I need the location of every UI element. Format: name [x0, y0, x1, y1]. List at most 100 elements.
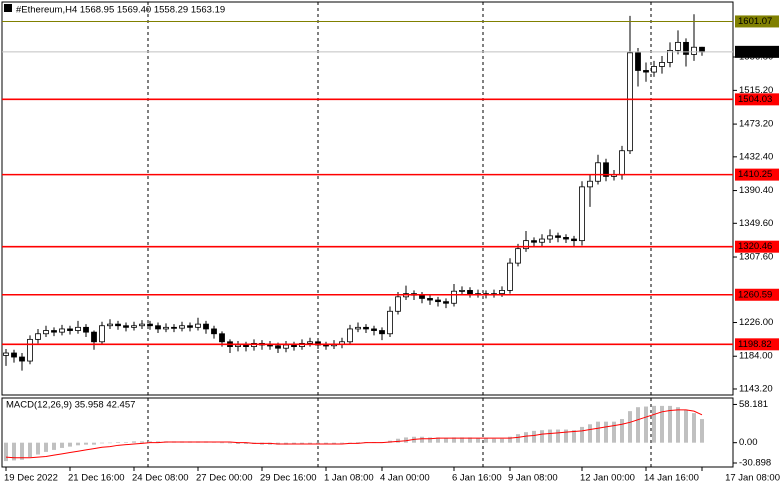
candle-body	[43, 330, 49, 335]
macd-bar	[316, 442, 320, 444]
macd-bar	[668, 405, 672, 443]
macd-bar	[596, 421, 600, 443]
symbol-icon	[4, 4, 12, 12]
candle-body	[243, 344, 249, 347]
candle-body	[107, 323, 113, 327]
x-tick-label: 12 Jan 00:00	[580, 473, 635, 484]
macd-bar	[484, 438, 488, 443]
candle-body	[675, 41, 681, 51]
candle-body	[11, 352, 17, 358]
candle-body	[691, 46, 697, 55]
candle-body	[619, 150, 625, 176]
y-tick-label: 1349.60	[739, 218, 773, 229]
macd-bar	[684, 409, 688, 443]
macd-bar	[540, 430, 544, 443]
y-tick-label: 1390.40	[739, 185, 773, 196]
candle-body	[699, 46, 705, 53]
x-tick-label: 19 Dec 2022	[4, 473, 58, 484]
candle-body	[603, 162, 609, 177]
macd-bar	[700, 419, 704, 443]
macd-bar	[244, 442, 248, 444]
candle-body	[539, 238, 545, 243]
y-tick-label: 1307.60	[739, 252, 773, 263]
macd-bar	[100, 442, 104, 444]
candle-body	[547, 235, 553, 240]
x-tick-label: 6 Jan 16:00	[452, 473, 502, 484]
y-tick-label: 0.00	[739, 437, 758, 448]
macd-bar	[108, 442, 112, 444]
level-label: 1410.25	[738, 169, 772, 180]
candle-body	[219, 333, 225, 343]
x-tick-label: 17 Jan 08:00	[725, 473, 780, 484]
candle-body	[451, 290, 457, 304]
candle-body	[443, 301, 449, 304]
level-label: 1504.03	[738, 94, 772, 105]
x-tick-label: 14 Jan 16:00	[644, 473, 699, 484]
macd-bar	[588, 424, 592, 443]
x-tick-label: 9 Jan 08:00	[508, 473, 558, 484]
macd-bar	[620, 419, 624, 443]
candle-body	[571, 238, 577, 242]
level-label: 1198.82	[738, 339, 772, 350]
candle-body	[379, 330, 385, 335]
candle-body	[171, 326, 177, 329]
macd-bar	[28, 442, 32, 458]
candle-body	[523, 240, 529, 250]
candle-body	[347, 328, 353, 343]
candle-body	[51, 330, 57, 333]
macd-bar	[228, 442, 232, 444]
y-tick-label: 1184.00	[739, 351, 773, 362]
candle-body	[531, 240, 537, 243]
candle-body	[275, 345, 281, 349]
y-tick-label: 1473.20	[739, 119, 773, 130]
macd-bar	[52, 442, 56, 450]
macd-bar	[308, 442, 312, 444]
candle-body	[83, 326, 89, 333]
candle-body	[91, 331, 97, 343]
candle-body	[635, 52, 641, 71]
candle-body	[187, 325, 193, 328]
candle-body	[387, 310, 393, 335]
candle-body	[499, 290, 505, 295]
macd-title: MACD(12,26,9) 35.958 42.457	[6, 400, 135, 411]
macd-bar	[636, 407, 640, 443]
macd-bar	[524, 432, 528, 443]
macd-bar	[444, 438, 448, 443]
chart-title: #Ethereum,H4 1568.95 1569.40 1558.29 156…	[16, 5, 225, 16]
macd-bar	[332, 442, 336, 444]
level-box	[735, 168, 779, 181]
macd-bar	[12, 442, 16, 461]
macd-bar	[36, 442, 40, 455]
candle-body	[155, 325, 161, 330]
candle-body	[267, 344, 273, 347]
candle-body	[59, 328, 65, 333]
macd-bar	[20, 442, 24, 460]
candle-body	[323, 344, 329, 347]
macd-bar	[44, 442, 48, 452]
x-tick-label: 24 Dec 08:00	[132, 473, 189, 484]
candle-body	[627, 52, 633, 152]
macd-bar	[476, 438, 480, 443]
candle-body	[75, 326, 81, 331]
macd-bar	[580, 426, 584, 443]
y-tick-label: 58.181	[739, 399, 768, 410]
candle-body	[3, 352, 9, 356]
macd-bar	[356, 442, 360, 443]
level-box	[735, 93, 779, 106]
candle-body	[99, 325, 105, 343]
macd-bar	[404, 437, 408, 443]
macd-bar	[460, 437, 464, 443]
candle-body	[211, 328, 217, 335]
y-tick-label: 1226.00	[739, 317, 773, 328]
x-tick-label: 4 Jan 00:00	[380, 473, 430, 484]
macd-bar	[548, 429, 552, 443]
plot-layer: 1556.801515.201473.201432.401390.401349.…	[2, 14, 780, 484]
candle-body	[683, 41, 689, 55]
macd-bar	[340, 442, 344, 444]
candle-body	[307, 341, 313, 344]
macd-bar	[604, 421, 608, 443]
candle-body	[363, 326, 369, 330]
candle-body	[203, 323, 209, 330]
candle-body	[67, 328, 73, 331]
